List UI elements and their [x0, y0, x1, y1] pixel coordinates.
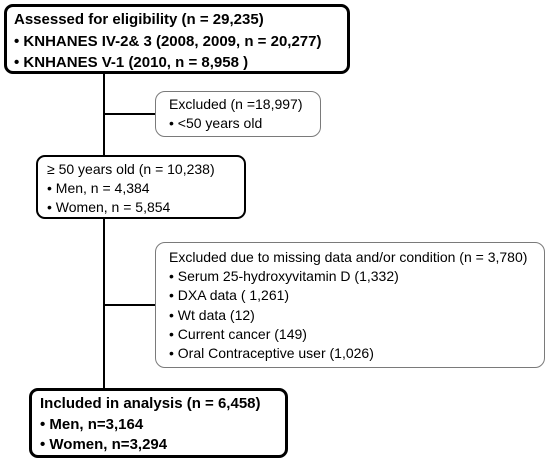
excluded-missing-item: • Wt data (12): [169, 306, 255, 323]
excluded-age-box: Excluded (n =18,997) • <50 years old: [155, 91, 321, 137]
branch-line-excluded-missing: [103, 304, 155, 306]
excluded-missing-title: Excluded due to missing data and/or cond…: [169, 249, 528, 265]
assessed-title: Assessed for eligibility (n = 29,235): [14, 11, 264, 28]
excluded-missing-item: • Current cancer (149): [169, 325, 307, 342]
excluded-missing-item: • DXA data ( 1,261): [169, 287, 290, 304]
included-box: Included in analysis (n = 6,458) • Men, …: [29, 388, 288, 458]
assessed-item: • KNHANES V-1 (2010, n = 8,958 ): [14, 54, 249, 71]
assessed-item: • KNHANES IV-2& 3 (2008, 2009, n = 20,27…: [14, 32, 322, 50]
included-item: • Women, n=3,294: [40, 436, 168, 453]
excluded-missing-item: • Serum 25-hydroxyvitamin D (1,332): [169, 268, 399, 285]
excluded-missing-box: Excluded due to missing data and/or cond…: [155, 242, 545, 368]
eligible-title: ≥ 50 years old (n = 10,238): [47, 161, 215, 177]
main-flow-line-bottom: [103, 219, 105, 388]
eligible-box: ≥ 50 years old (n = 10,238) • Men, n = 4…: [36, 155, 246, 219]
included-item: • Men, n=3,164: [40, 415, 144, 433]
eligible-item: • Men, n = 4,384: [47, 180, 150, 196]
excluded-missing-item: • Oral Contraceptive user (1,026): [169, 345, 374, 362]
excluded-age-title: Excluded (n =18,997): [169, 96, 303, 112]
included-title: Included in analysis (n = 6,458): [40, 395, 261, 412]
assessed-box: Assessed for eligibility (n = 29,235) • …: [4, 4, 350, 74]
branch-line-excluded-age: [103, 113, 155, 115]
excluded-age-item: • <50 years old: [169, 115, 263, 131]
eligible-item: • Women, n = 5,854: [47, 199, 171, 215]
